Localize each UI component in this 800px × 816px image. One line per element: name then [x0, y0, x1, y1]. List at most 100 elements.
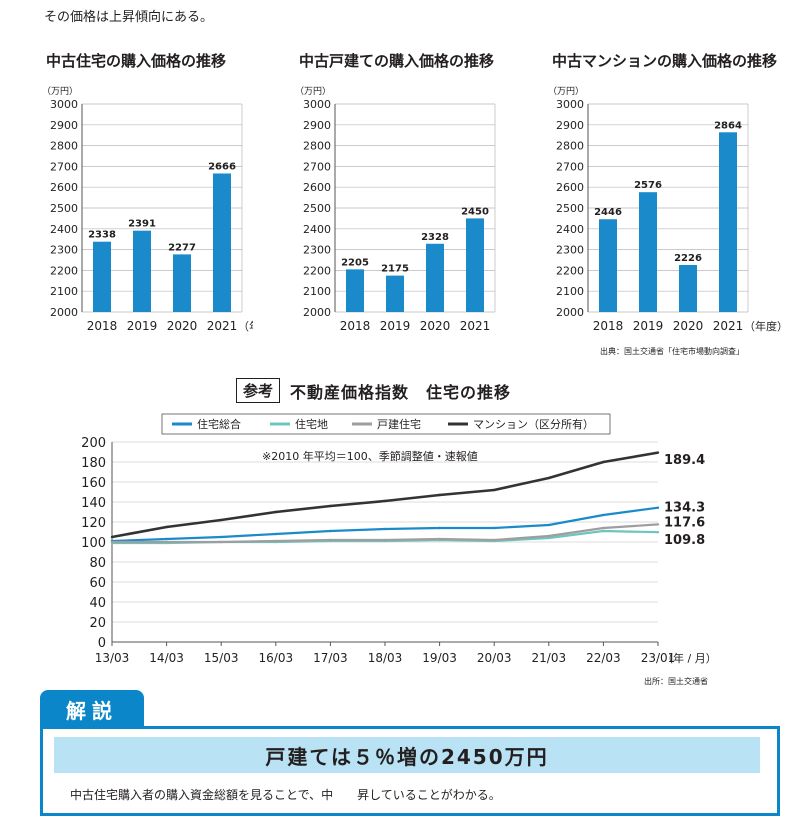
bar-2021: [213, 173, 231, 312]
x-tick-label: 15/03: [204, 651, 239, 665]
x-tick-label: 19/03: [422, 651, 457, 665]
y-tick-label: 2600: [303, 181, 331, 194]
y-tick-label: 3000: [556, 98, 584, 111]
y-tick-label: 3000: [50, 98, 78, 111]
x-tick-label: 2021: [713, 319, 744, 333]
y-tick-label: 2400: [303, 223, 331, 236]
data-label: 2864: [714, 120, 742, 131]
data-label: 2226: [674, 253, 702, 264]
data-point: [274, 539, 277, 543]
y-tick-label: 2000: [303, 306, 331, 319]
x-tick-label: 23/01: [641, 651, 676, 665]
data-point: [329, 529, 332, 533]
x-tick-label: 21/03: [532, 651, 567, 665]
y-tick-label: 40: [89, 596, 106, 611]
data-point: [383, 499, 387, 503]
data-point: [656, 451, 660, 454]
y-tick-label: 200: [81, 436, 106, 451]
x-tick-label: 2018: [340, 319, 371, 333]
x-tick-label: 2018: [593, 319, 624, 333]
line-chart-title: 不動産価格指数 住宅の推移: [290, 382, 512, 402]
line-chart-price-index: 0 20 40 60 80 100 120 140 160 180 200 13/03 14/03 15/…: [81, 413, 717, 665]
data-label: 2328: [421, 232, 449, 243]
data-point: [165, 537, 168, 541]
x-unit-label: （年度）: [238, 319, 253, 333]
data-point: [547, 476, 550, 480]
data-point: [110, 540, 114, 544]
y-tick-label: 2800: [303, 140, 331, 153]
legend-label: 戸建住宅: [377, 417, 421, 431]
y-tick-label: 2700: [556, 160, 584, 173]
unit-label: （万円）: [295, 86, 331, 97]
data-label: 2277: [168, 242, 196, 253]
data-label: 2446: [594, 207, 622, 218]
y-tick-label: 2900: [556, 119, 584, 132]
y-tick-label: 3000: [303, 98, 331, 111]
chart-title: 中古住宅の購入価格の推移: [46, 52, 226, 70]
y-tick-label: 2500: [556, 202, 584, 215]
bar-2020: [426, 243, 444, 312]
x-tick-label: 22/03: [586, 651, 621, 665]
y-tick-label: 2000: [556, 306, 584, 319]
y-tick-label: 160: [81, 476, 106, 491]
y-tick-label: 180: [81, 456, 106, 471]
body-text: 中古住宅購入者の購入資金総額を見ることで、中 昇していることがわかる。: [70, 788, 501, 802]
bar-2018: [599, 219, 617, 312]
y-tick-label: 2600: [50, 181, 78, 194]
y-tick-label: 2100: [556, 285, 584, 298]
x-tick-label: 2021: [460, 319, 491, 333]
x-tick-label: 2020: [673, 319, 704, 333]
y-tick-label: 2300: [50, 244, 78, 257]
data-point: [656, 531, 660, 534]
data-point: [165, 525, 168, 529]
data-label: 2175: [381, 264, 409, 275]
data-point: [493, 488, 496, 492]
kaisetsu-tab: 解説: [40, 690, 144, 728]
bar-2021: [466, 218, 484, 312]
y-tick-label: 2300: [556, 244, 584, 257]
x-tick-label: 2019: [127, 319, 158, 333]
x-tick-label: 20/03: [477, 651, 512, 665]
bar-chart-used-condo: 中古マンションの購入価格の推移 （万円） 2000 2100 2200 2300 2400 2…: [548, 52, 788, 333]
y-tick-label: 2200: [556, 264, 584, 277]
bar-2019: [386, 275, 404, 312]
data-point: [602, 529, 605, 533]
data-point: [547, 523, 550, 527]
chart-title: 中古戸建ての購入価格の推移: [299, 52, 494, 70]
y-tick-label: 2500: [303, 202, 331, 215]
y-tick-label: 2900: [50, 119, 78, 132]
y-tick-label: 2600: [556, 181, 584, 194]
y-tick-label: 20: [89, 616, 106, 631]
y-tick-label: 140: [81, 496, 106, 511]
unit-label: （万円）: [42, 86, 78, 97]
end-value-label: 189.4: [664, 453, 705, 468]
data-point: [547, 536, 550, 540]
y-tick-label: 2700: [303, 160, 331, 173]
data-point: [602, 526, 605, 530]
unit-label: （万円）: [548, 86, 584, 97]
x-tick-label: 2020: [420, 319, 451, 333]
bar-2021: [719, 132, 737, 312]
y-tick-label: 2000: [50, 306, 78, 319]
legend-frame: [161, 413, 611, 435]
y-tick-label: 2800: [556, 140, 584, 153]
headline: 戸建ては５％増の2450万円: [54, 737, 760, 773]
end-value-label: 134.3: [664, 501, 705, 516]
data-point: [493, 538, 496, 542]
source-note-1: 出典：国土交通省「住宅市場動向調査」: [600, 347, 744, 356]
data-point: [656, 523, 660, 526]
legend-label: 住宅地: [295, 417, 328, 431]
chart-title: 中古マンションの購入価格の推移: [552, 52, 777, 70]
x-tick-label: 2021: [207, 319, 238, 333]
y-tick-label: 2400: [556, 223, 584, 236]
y-tick-label: 2500: [50, 202, 78, 215]
x-unit-label: （年度）: [744, 319, 788, 333]
data-point: [383, 527, 387, 531]
end-value-label: 109.8: [664, 533, 705, 548]
data-point: [329, 504, 332, 508]
y-tick-label: 2200: [50, 264, 78, 277]
bar-2019: [639, 192, 657, 312]
bar-chart-used-detached: 中古戸建ての購入価格の推移 （万円） 2000 2100 2200 2300 2400 250…: [295, 52, 496, 333]
x-tick-label: 2020: [167, 319, 198, 333]
x-tick-label: 13/03: [95, 651, 130, 665]
